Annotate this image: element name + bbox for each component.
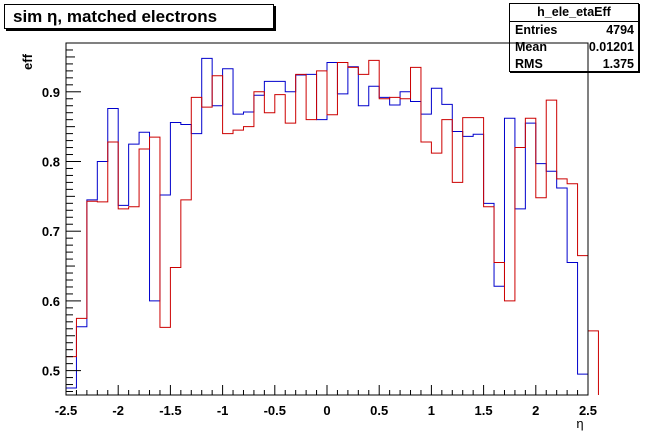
stats-value: 4794 xyxy=(606,23,634,37)
stats-row-rms: RMS 1.375 xyxy=(510,56,638,73)
x-tick-label: 0.5 xyxy=(370,403,388,418)
y-tick-label: 0.9 xyxy=(42,85,60,100)
stats-value: 0.01201 xyxy=(588,40,634,54)
stats-box: h_ele_etaEff Entries 4794 Mean 0.01201 R… xyxy=(509,3,639,72)
x-tick-label: 1.5 xyxy=(475,403,493,418)
x-tick-label: -2 xyxy=(112,403,124,418)
x-tick-label: 0 xyxy=(323,403,330,418)
stats-key: Entries xyxy=(515,23,558,37)
x-tick-label: -2.5 xyxy=(55,403,77,418)
y-tick-label: 0.6 xyxy=(42,294,60,309)
stats-histogram-name: h_ele_etaEff xyxy=(510,4,638,22)
series-line-1 xyxy=(66,57,589,395)
x-tick-label: 1 xyxy=(428,403,435,418)
stats-row-entries: Entries 4794 xyxy=(510,22,638,39)
series-group xyxy=(66,57,599,395)
x-axis-label: η xyxy=(576,416,583,431)
axes-group: -2.5 -2 -1.5 -1 -0.5 0 0.5 1 1.5 2 2.5 0.5 0.6 0.7 0.8… xyxy=(42,42,597,418)
x-tick-label: 2.5 xyxy=(579,403,597,418)
x-tick-label: -1.5 xyxy=(159,403,181,418)
y-axis-label: eff xyxy=(20,53,35,70)
x-tick-label: 2 xyxy=(532,403,539,418)
stats-key: RMS xyxy=(515,57,543,71)
y-tick-label: 0.7 xyxy=(42,224,60,239)
y-tick-label: 0.8 xyxy=(42,154,60,169)
series-line-2 xyxy=(66,59,599,395)
stats-value: 1.375 xyxy=(602,57,634,71)
x-tick-label: -0.5 xyxy=(264,403,286,418)
x-tick-label: -1 xyxy=(217,403,229,418)
chart-title-box: sim η, matched electrons xyxy=(4,4,274,29)
y-tick-label: 0.5 xyxy=(42,364,60,379)
chart-title: sim η, matched electrons xyxy=(13,7,218,26)
